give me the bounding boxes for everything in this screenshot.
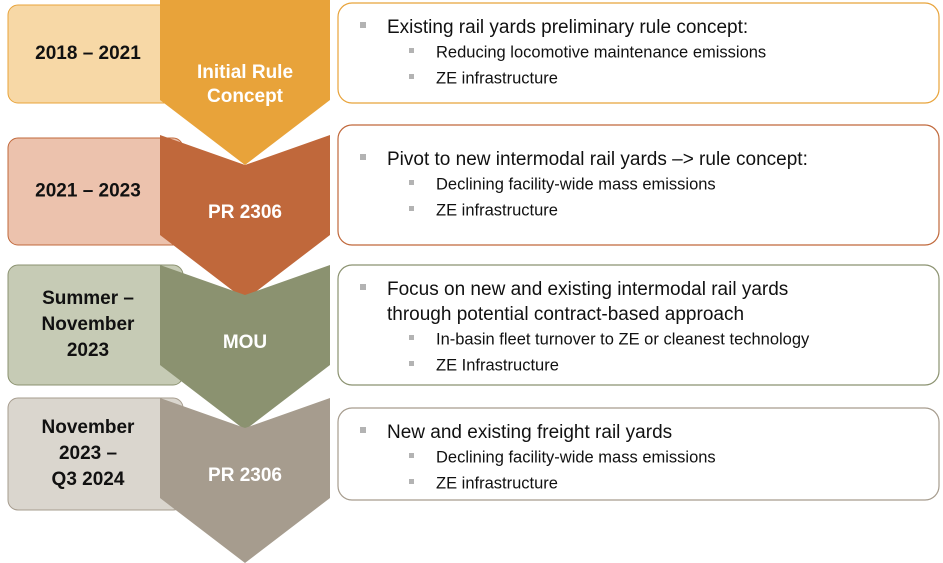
sub-bullet bbox=[409, 479, 414, 484]
bullet bbox=[360, 22, 366, 28]
bullet-text: Existing rail yards preliminary rule con… bbox=[387, 17, 748, 38]
stage-label: PR 2306 bbox=[208, 202, 282, 223]
stage-label: Concept bbox=[207, 86, 284, 107]
bullet-text: Pivot to new intermodal rail yards –> ru… bbox=[387, 149, 808, 170]
chevron bbox=[160, 135, 330, 300]
sub-bullet-text: ZE infrastructure bbox=[436, 69, 558, 87]
description-box bbox=[337, 407, 940, 501]
bullet bbox=[360, 427, 366, 433]
bullet-text: New and existing freight rail yards bbox=[387, 422, 672, 443]
sub-bullet bbox=[409, 180, 414, 185]
period-text: November bbox=[42, 417, 136, 438]
sub-bullet-text: Declining facility-wide mass emissions bbox=[436, 175, 716, 193]
bullet bbox=[360, 284, 366, 290]
chevron bbox=[160, 398, 330, 563]
period-text: 2021 – 2023 bbox=[35, 181, 141, 202]
period-text: November bbox=[42, 314, 136, 335]
stage-label: MOU bbox=[223, 332, 267, 353]
sub-bullet bbox=[409, 48, 414, 53]
stage-label: PR 2306 bbox=[208, 465, 282, 486]
period-text: 2023 bbox=[67, 340, 109, 361]
bullet bbox=[360, 154, 366, 160]
sub-bullet-text: ZE infrastructure bbox=[436, 201, 558, 219]
bullet-text: Focus on new and existing intermodal rai… bbox=[387, 279, 788, 300]
sub-bullet bbox=[409, 74, 414, 79]
sub-bullet bbox=[409, 361, 414, 366]
period-text: Summer – bbox=[42, 288, 134, 309]
sub-bullet-text: ZE infrastructure bbox=[436, 474, 558, 492]
sub-bullet-text: Declining facility-wide mass emissions bbox=[436, 448, 716, 466]
period-text: Q3 2024 bbox=[52, 469, 125, 490]
sub-bullet bbox=[409, 335, 414, 340]
chevron bbox=[160, 0, 330, 165]
period-text: 2023 – bbox=[59, 443, 117, 464]
sub-bullet bbox=[409, 453, 414, 458]
stage-label: Initial Rule bbox=[197, 62, 293, 83]
period-text: 2018 – 2021 bbox=[35, 43, 141, 64]
chevron bbox=[160, 265, 330, 430]
description-box bbox=[337, 124, 940, 246]
sub-bullet-text: ZE Infrastructure bbox=[436, 356, 559, 374]
bullet-text: through potential contract-based approac… bbox=[387, 304, 744, 325]
sub-bullet-text: Reducing locomotive maintenance emission… bbox=[436, 43, 766, 61]
sub-bullet bbox=[409, 206, 414, 211]
description-box bbox=[337, 264, 940, 386]
description-box bbox=[337, 2, 940, 104]
sub-bullet-text: In-basin fleet turnover to ZE or cleanes… bbox=[436, 330, 810, 348]
